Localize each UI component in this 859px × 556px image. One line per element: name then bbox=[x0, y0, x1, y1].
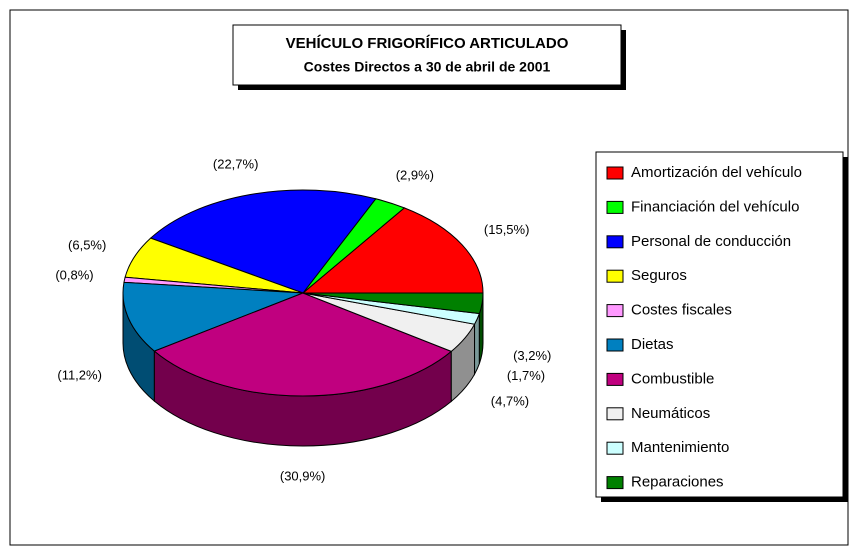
legend-swatch bbox=[606, 200, 624, 214]
data-label: (4,7%) bbox=[491, 393, 529, 408]
legend-swatch bbox=[606, 235, 624, 249]
legend-swatch bbox=[606, 304, 624, 318]
data-label: (3,2%) bbox=[513, 348, 551, 363]
pie-slice bbox=[302, 292, 484, 315]
legend bbox=[595, 151, 844, 498]
chart-subtitle: Costes Directos a 30 de abril de 2001 bbox=[304, 59, 551, 75]
legend-label: Mantenimiento bbox=[631, 439, 729, 456]
data-label: (15,5%) bbox=[484, 222, 530, 237]
pie-slice bbox=[149, 189, 377, 294]
chart-title: VEHÍCULO FRIGORÍFICO ARTICULADO bbox=[286, 35, 569, 52]
pie-slice bbox=[153, 292, 453, 397]
data-label: (11,2%) bbox=[57, 367, 102, 382]
legend-swatch bbox=[606, 441, 624, 455]
legend-label: Dietas bbox=[631, 336, 674, 353]
legend-label: Neumáticos bbox=[631, 405, 710, 422]
legend-swatch bbox=[606, 269, 624, 283]
legend-label: Seguros bbox=[631, 267, 687, 284]
legend-label: Personal de conducción bbox=[631, 233, 791, 250]
data-label: (1,7%) bbox=[507, 368, 545, 383]
legend-swatch bbox=[606, 407, 624, 421]
title-box bbox=[232, 24, 622, 86]
legend-swatch bbox=[606, 338, 624, 352]
legend-label: Costes fiscales bbox=[631, 302, 732, 319]
legend-swatch bbox=[606, 476, 624, 490]
data-label: (6,5%) bbox=[68, 238, 106, 253]
pie-slice bbox=[301, 207, 484, 294]
legend-label: Amortización del vehículo bbox=[631, 164, 802, 181]
legend-label: Financiación del vehículo bbox=[631, 198, 799, 215]
legend-label: Combustible bbox=[631, 370, 714, 387]
data-label: (30,9%) bbox=[280, 468, 326, 483]
data-label: (22,7%) bbox=[213, 156, 259, 171]
pie-slice bbox=[122, 281, 304, 352]
data-label: (0,8%) bbox=[55, 267, 93, 282]
legend-swatch bbox=[606, 166, 624, 180]
data-label: (2,9%) bbox=[396, 167, 434, 182]
legend-label: Reparaciones bbox=[631, 474, 724, 491]
legend-swatch bbox=[606, 372, 624, 386]
